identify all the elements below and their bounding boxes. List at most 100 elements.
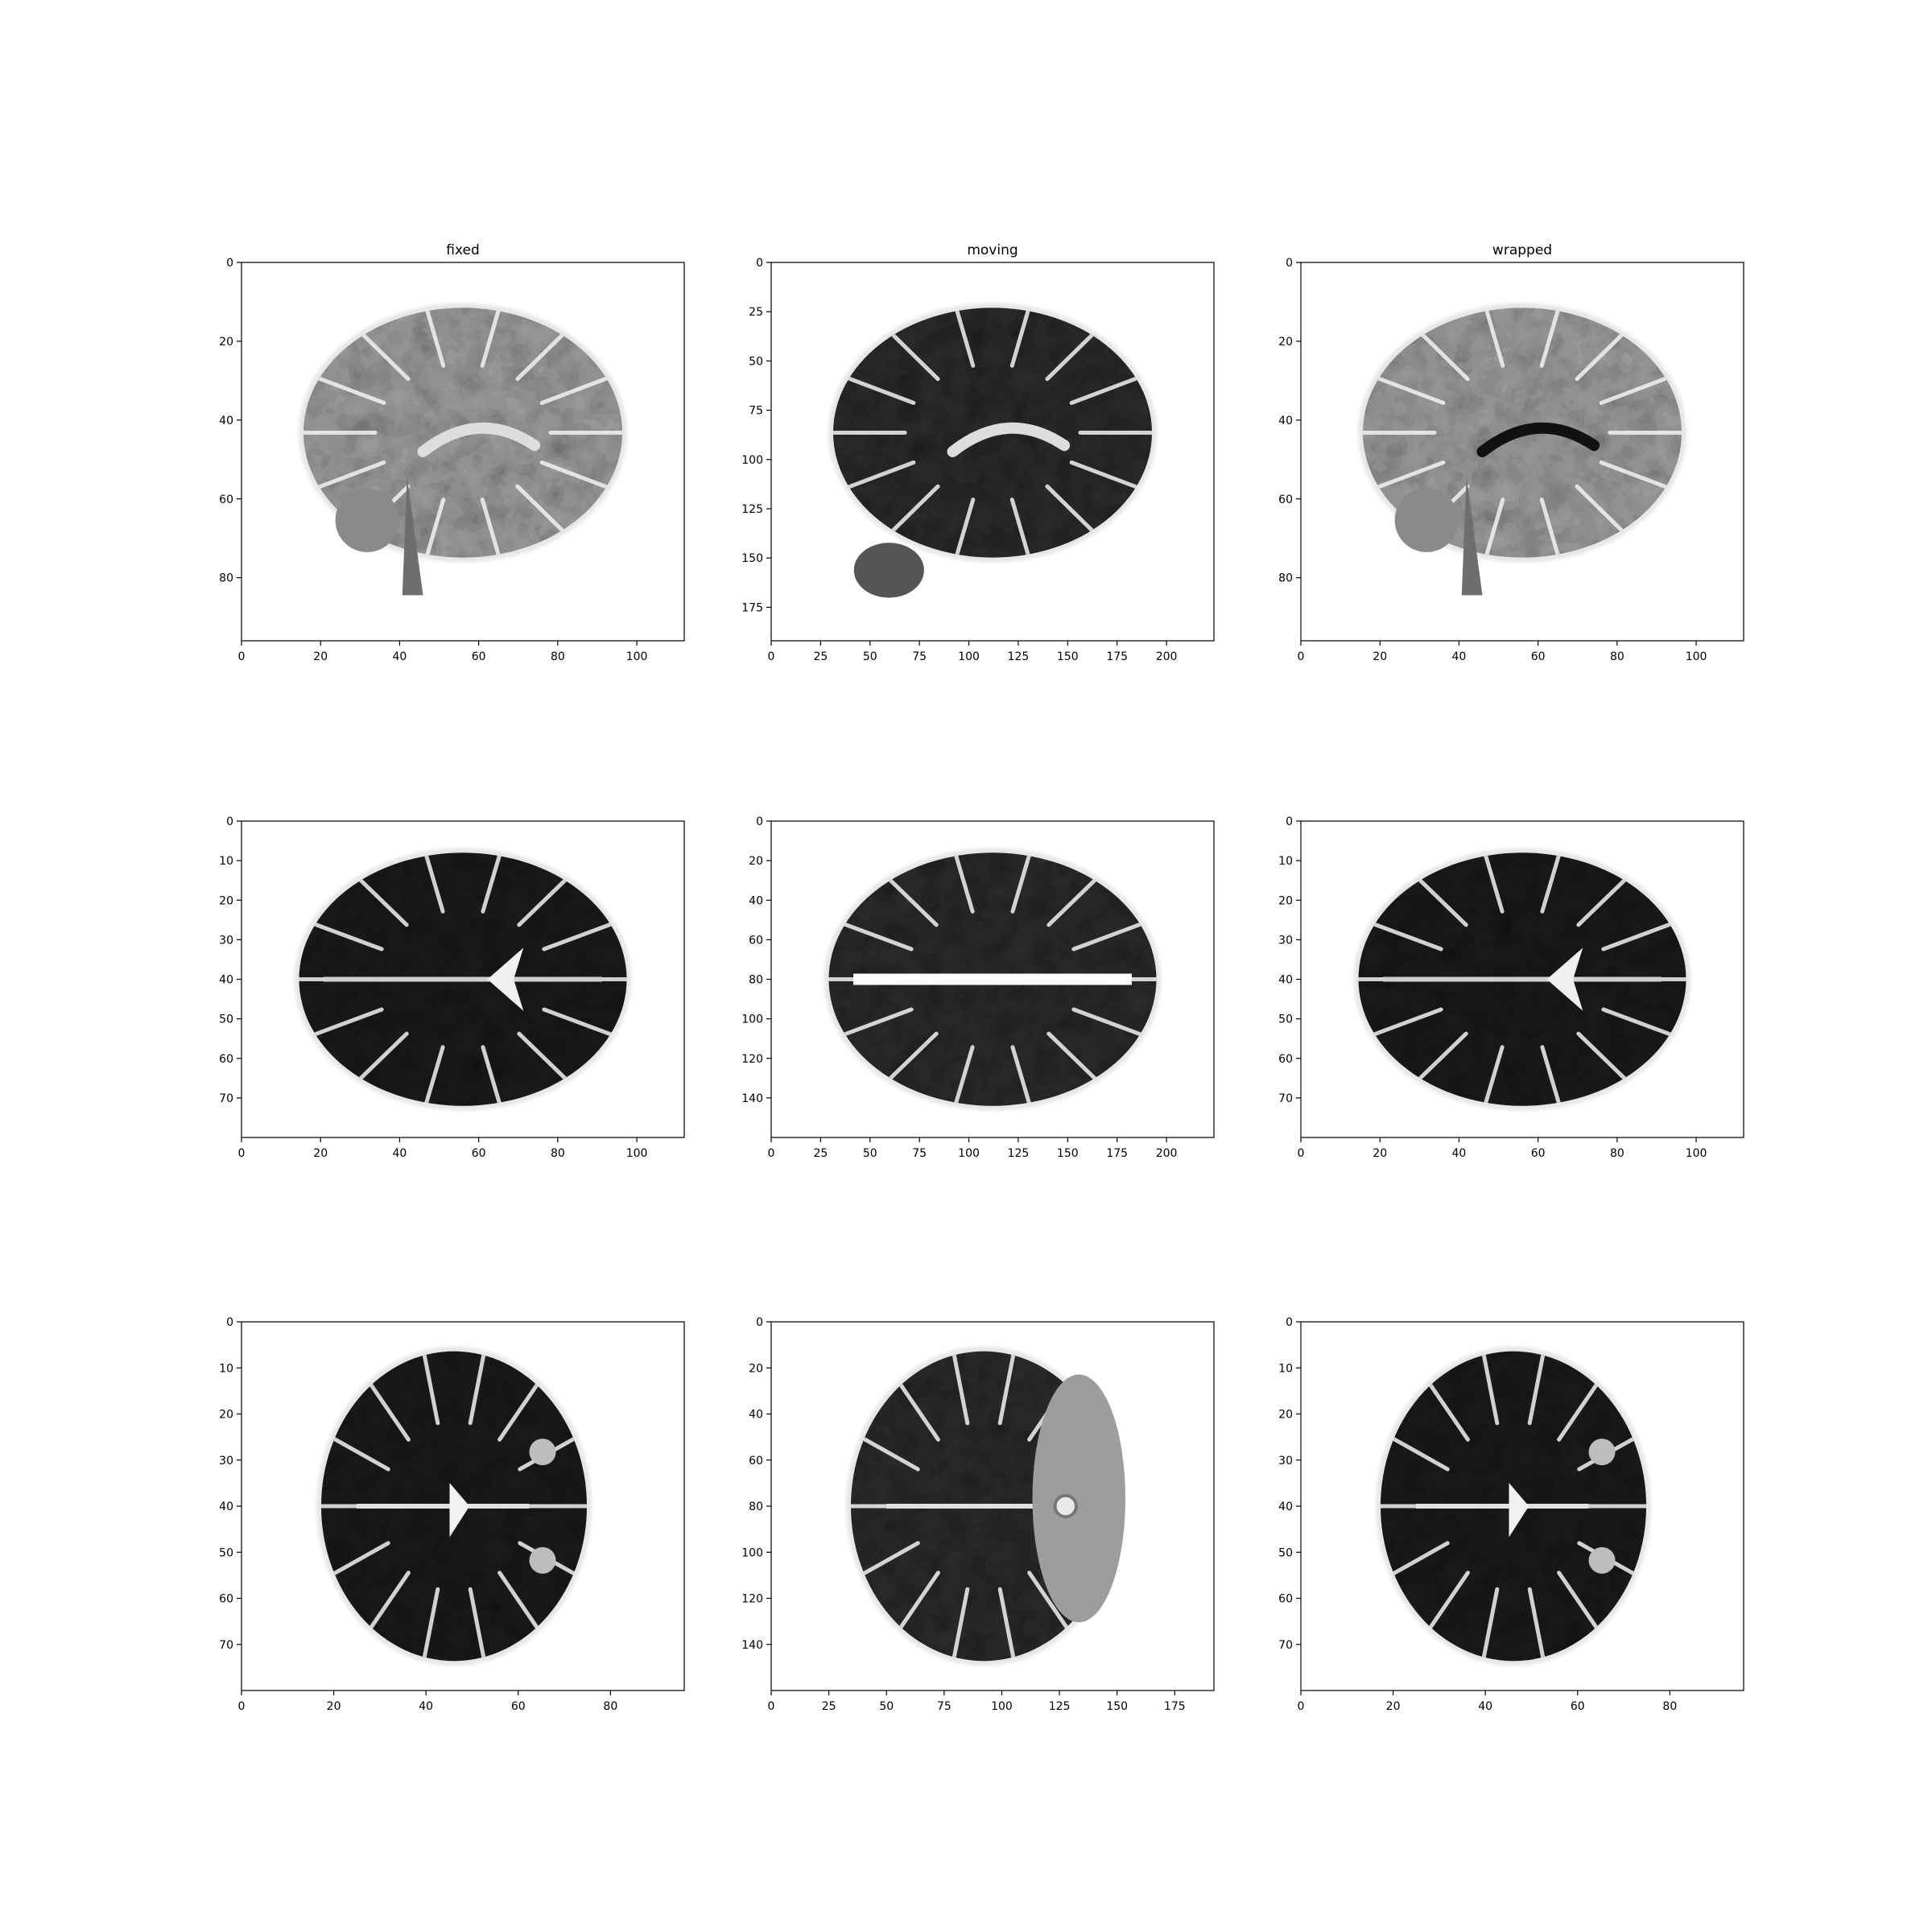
y-tick-label: 80	[219, 572, 233, 585]
ventricle	[487, 947, 524, 1011]
x-tick-label: 60	[1571, 1700, 1585, 1713]
y-tick-label: 40	[219, 974, 233, 987]
x-tick-label: 80	[1610, 650, 1624, 663]
x-tick-label: 150	[1057, 1147, 1079, 1160]
panel-r2c1: 0 20 40 60 80 100 0 10 20 30 40 50 60 70	[219, 815, 685, 1160]
sulci	[1358, 852, 1686, 1106]
y-tick-label: 20	[219, 336, 233, 349]
x-tick-label: 80	[1610, 1147, 1624, 1160]
y-tick-label: 0	[226, 257, 233, 270]
y-tick-label: 50	[219, 1013, 233, 1026]
y-tick-label: 40	[219, 1501, 233, 1513]
cerebellum	[1394, 488, 1459, 552]
x-tick-label: 100	[958, 650, 980, 663]
x-tick-label: 100	[1686, 1147, 1707, 1160]
y-tick-label: 75	[749, 405, 763, 418]
y-tick-label: 0	[756, 257, 763, 270]
x-tick-label: 50	[863, 1147, 877, 1160]
y-tick-label: 60	[1278, 493, 1293, 506]
y-tick-label: 20	[1278, 1409, 1293, 1422]
sulci	[303, 308, 622, 558]
panel-r1c1: fixed 0 20 40 60 80 100 0 20 40 60 80	[219, 242, 685, 663]
panel-title: wrapped	[1492, 242, 1552, 258]
x-tick-label: 200	[1156, 1147, 1178, 1160]
x-tick-label: 40	[1452, 650, 1467, 663]
cerebellum	[1032, 1374, 1125, 1623]
y-tick-label: 0	[226, 815, 233, 828]
y-tick-label: 140	[741, 1092, 763, 1105]
x-tick-label: 75	[912, 650, 927, 663]
x-tick-label: 60	[472, 1147, 486, 1160]
y-tick-label: 50	[1278, 1546, 1293, 1559]
x-tick-label: 200	[1156, 650, 1178, 663]
panel-title: moving	[967, 242, 1018, 258]
x-tick-label: 0	[238, 650, 246, 663]
axes-frame	[770, 262, 1215, 642]
brainstem	[402, 477, 423, 596]
y-tick-label: 30	[1278, 1455, 1293, 1468]
y-tick-label: 80	[1278, 572, 1293, 585]
x-tick-label: 40	[1452, 1147, 1467, 1160]
cerebellum-core	[1053, 1493, 1078, 1519]
y-tick-label: 80	[749, 1501, 763, 1513]
x-tick-label: 0	[238, 1147, 246, 1160]
y-tick-label: 150	[741, 552, 763, 565]
y-tick-label: 175	[741, 601, 763, 614]
y-tick-label: 10	[219, 855, 233, 868]
x-tick-label: 20	[313, 1147, 328, 1160]
x-tick-label: 60	[1531, 650, 1546, 663]
x-tick-label: 60	[1531, 1147, 1546, 1160]
x-tick-label: 175	[1106, 1147, 1128, 1160]
x-tick-label: 40	[419, 1700, 433, 1713]
panel-title: fixed	[446, 242, 480, 258]
panel-r3c1: 0 20 40 60 80 0 10 20 30 40 50 60 70	[219, 1316, 685, 1713]
x-tick-label: 20	[1373, 1147, 1387, 1160]
axes-frame	[241, 262, 685, 642]
y-tick-label: 50	[219, 1546, 233, 1559]
y-tick-label: 20	[1278, 894, 1293, 907]
x-tick-label: 80	[551, 650, 565, 663]
x-tick-label: 125	[1008, 1147, 1030, 1160]
corpus-callosum	[1476, 422, 1600, 457]
x-tick-label: 25	[813, 650, 828, 663]
x-tick-label: 25	[813, 1147, 828, 1160]
y-tick-label: 60	[749, 934, 763, 947]
x-tick-label: 0	[768, 1147, 775, 1160]
ventricle	[1509, 1483, 1530, 1538]
y-tick-label: 10	[219, 1362, 233, 1375]
y-tick-label: 120	[741, 1053, 763, 1066]
y-tick-label: 40	[749, 1409, 763, 1422]
x-tick-label: 0	[768, 650, 775, 663]
x-tick-label: 0	[238, 1700, 246, 1713]
y-tick-label: 40	[1278, 415, 1293, 427]
y-tick-label: 20	[219, 1409, 233, 1422]
ventricle	[449, 1483, 470, 1538]
x-tick-label: 40	[1478, 1700, 1492, 1713]
x-tick-label: 80	[1662, 1700, 1677, 1713]
y-tick-label: 100	[741, 1546, 763, 1559]
panel-r3c2: 0 25 50 75 100 125 150 175 0 20 40 60 80 100 120 140	[741, 1316, 1215, 1713]
x-tick-label: 60	[472, 650, 486, 663]
x-tick-label: 20	[1386, 1700, 1401, 1713]
temporal-lobe	[529, 1546, 556, 1574]
corpus-callosum	[417, 422, 541, 457]
x-tick-label: 100	[626, 650, 648, 663]
y-tick-label: 0	[1286, 1316, 1293, 1329]
y-tick-label: 10	[1278, 855, 1293, 868]
y-tick-label: 50	[1278, 1013, 1293, 1026]
x-tick-label: 175	[1106, 650, 1128, 663]
x-tick-label: 125	[1008, 650, 1030, 663]
y-tick-label: 0	[756, 1316, 763, 1329]
x-tick-label: 50	[879, 1700, 894, 1713]
y-tick-label: 70	[1278, 1639, 1293, 1652]
panel-r1c3: wrapped 0 20 40 60 80 100 0 20 40 60 80	[1278, 242, 1744, 663]
y-tick-label: 50	[749, 355, 763, 368]
panel-r1c2: moving 0 25 50 75 100 125 150 175 200 0 25 50 75 100 12…	[741, 242, 1215, 663]
y-tick-label: 140	[741, 1639, 763, 1652]
ventricle	[1546, 947, 1583, 1011]
x-tick-label: 40	[393, 650, 407, 663]
x-tick-label: 0	[768, 1700, 775, 1713]
x-tick-label: 0	[1298, 650, 1305, 663]
y-tick-label: 100	[741, 454, 763, 467]
